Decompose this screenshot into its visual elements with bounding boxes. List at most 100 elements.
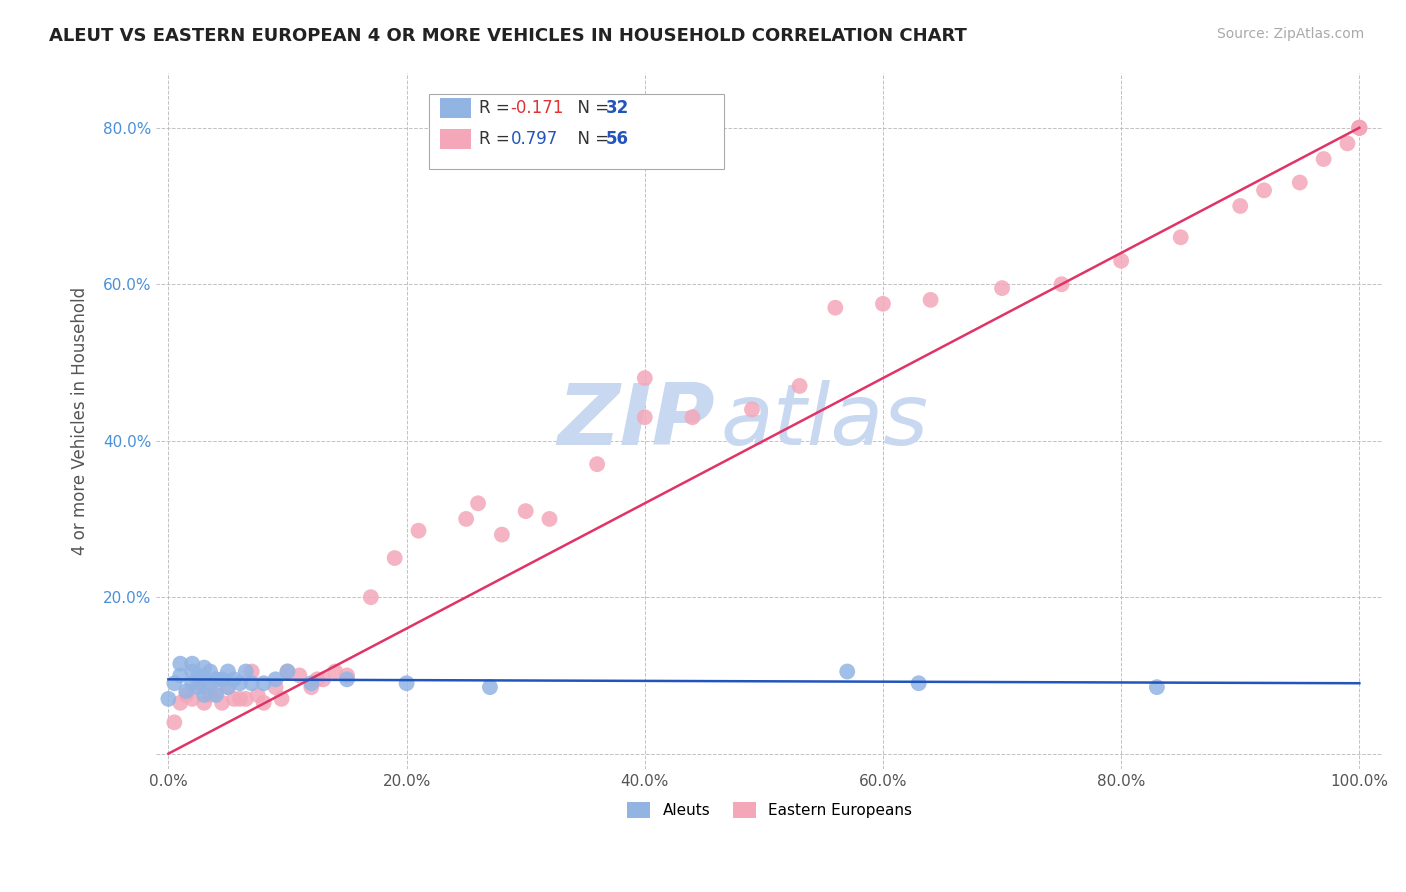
Point (467, 496, 489, 510)
Point (634, 410, 657, 425)
Point (1146, 680, 1168, 694)
Point (538, 512, 561, 526)
Text: ZIP: ZIP (557, 380, 714, 463)
Point (193, 660, 215, 674)
Point (253, 676, 276, 690)
Point (991, 281, 1014, 295)
Point (264, 680, 287, 694)
Text: Source: ZipAtlas.com: Source: ZipAtlas.com (1216, 27, 1364, 41)
Point (1336, 136, 1358, 151)
Point (198, 688, 221, 702)
Point (276, 665, 298, 679)
Point (217, 665, 239, 679)
Point (174, 688, 197, 702)
Point (634, 371, 657, 385)
Point (181, 676, 204, 690)
Point (515, 504, 537, 518)
Point (235, 665, 257, 679)
Point (211, 673, 233, 687)
Point (1170, 230, 1192, 244)
Text: -0.171: -0.171 (510, 99, 564, 117)
Point (1348, 120, 1371, 135)
Point (264, 673, 287, 687)
Point (181, 692, 204, 706)
Text: ALEUT VS EASTERN EUROPEAN 4 OR MORE VEHICLES IN HOUSEHOLD CORRELATION CHART: ALEUT VS EASTERN EUROPEAN 4 OR MORE VEHI… (49, 27, 967, 45)
Point (157, 692, 180, 706)
Point (163, 715, 186, 730)
Point (681, 410, 703, 425)
Point (299, 680, 322, 694)
Text: N =: N = (567, 130, 614, 148)
Point (169, 668, 191, 682)
Point (205, 688, 228, 702)
Point (193, 688, 215, 702)
Point (217, 680, 239, 694)
Point (187, 680, 209, 694)
Text: 32: 32 (606, 99, 630, 117)
Point (872, 297, 894, 311)
Point (307, 673, 329, 687)
Point (478, 680, 501, 694)
Legend: Aleuts, Eastern Europeans: Aleuts, Eastern Europeans (621, 797, 918, 824)
Point (187, 676, 209, 690)
Point (1288, 176, 1310, 190)
Point (169, 696, 191, 710)
Point (193, 696, 215, 710)
Point (229, 692, 252, 706)
Point (920, 293, 942, 307)
Point (198, 665, 221, 679)
Point (187, 668, 209, 682)
Point (181, 665, 204, 679)
Point (193, 673, 215, 687)
Point (235, 692, 257, 706)
Point (408, 524, 430, 538)
Point (174, 684, 197, 698)
Point (789, 379, 811, 393)
Point (205, 673, 228, 687)
Point (837, 665, 859, 679)
Text: R =: R = (479, 99, 516, 117)
Point (246, 688, 269, 702)
Point (1253, 183, 1275, 197)
Point (276, 665, 298, 679)
Point (456, 512, 478, 526)
Point (323, 665, 346, 679)
Text: atlas: atlas (721, 380, 929, 463)
Point (395, 676, 418, 690)
Point (1348, 120, 1371, 135)
Point (229, 676, 252, 690)
Point (222, 673, 245, 687)
Point (163, 676, 186, 690)
Point (1348, 120, 1371, 135)
Point (169, 657, 191, 671)
Text: 0.797: 0.797 (510, 130, 558, 148)
Point (491, 527, 513, 541)
Text: N =: N = (567, 99, 614, 117)
Point (211, 696, 233, 710)
Point (312, 673, 335, 687)
Point (193, 680, 215, 694)
Text: 56: 56 (606, 130, 628, 148)
Point (217, 680, 239, 694)
Point (205, 684, 228, 698)
Y-axis label: 4 or more Vehicles in Household: 4 or more Vehicles in Household (72, 287, 89, 555)
Point (336, 668, 359, 682)
Point (1050, 277, 1073, 292)
Point (299, 676, 322, 690)
Point (741, 402, 763, 417)
Point (907, 676, 929, 690)
Point (240, 676, 263, 690)
Point (384, 551, 406, 566)
Point (198, 676, 221, 690)
Point (270, 692, 292, 706)
Point (181, 657, 204, 671)
Point (288, 668, 311, 682)
Text: R =: R = (479, 130, 516, 148)
Point (824, 301, 846, 315)
Point (1229, 199, 1251, 213)
Point (222, 692, 245, 706)
Point (336, 673, 359, 687)
Point (240, 665, 263, 679)
Point (253, 696, 276, 710)
Point (586, 457, 609, 471)
